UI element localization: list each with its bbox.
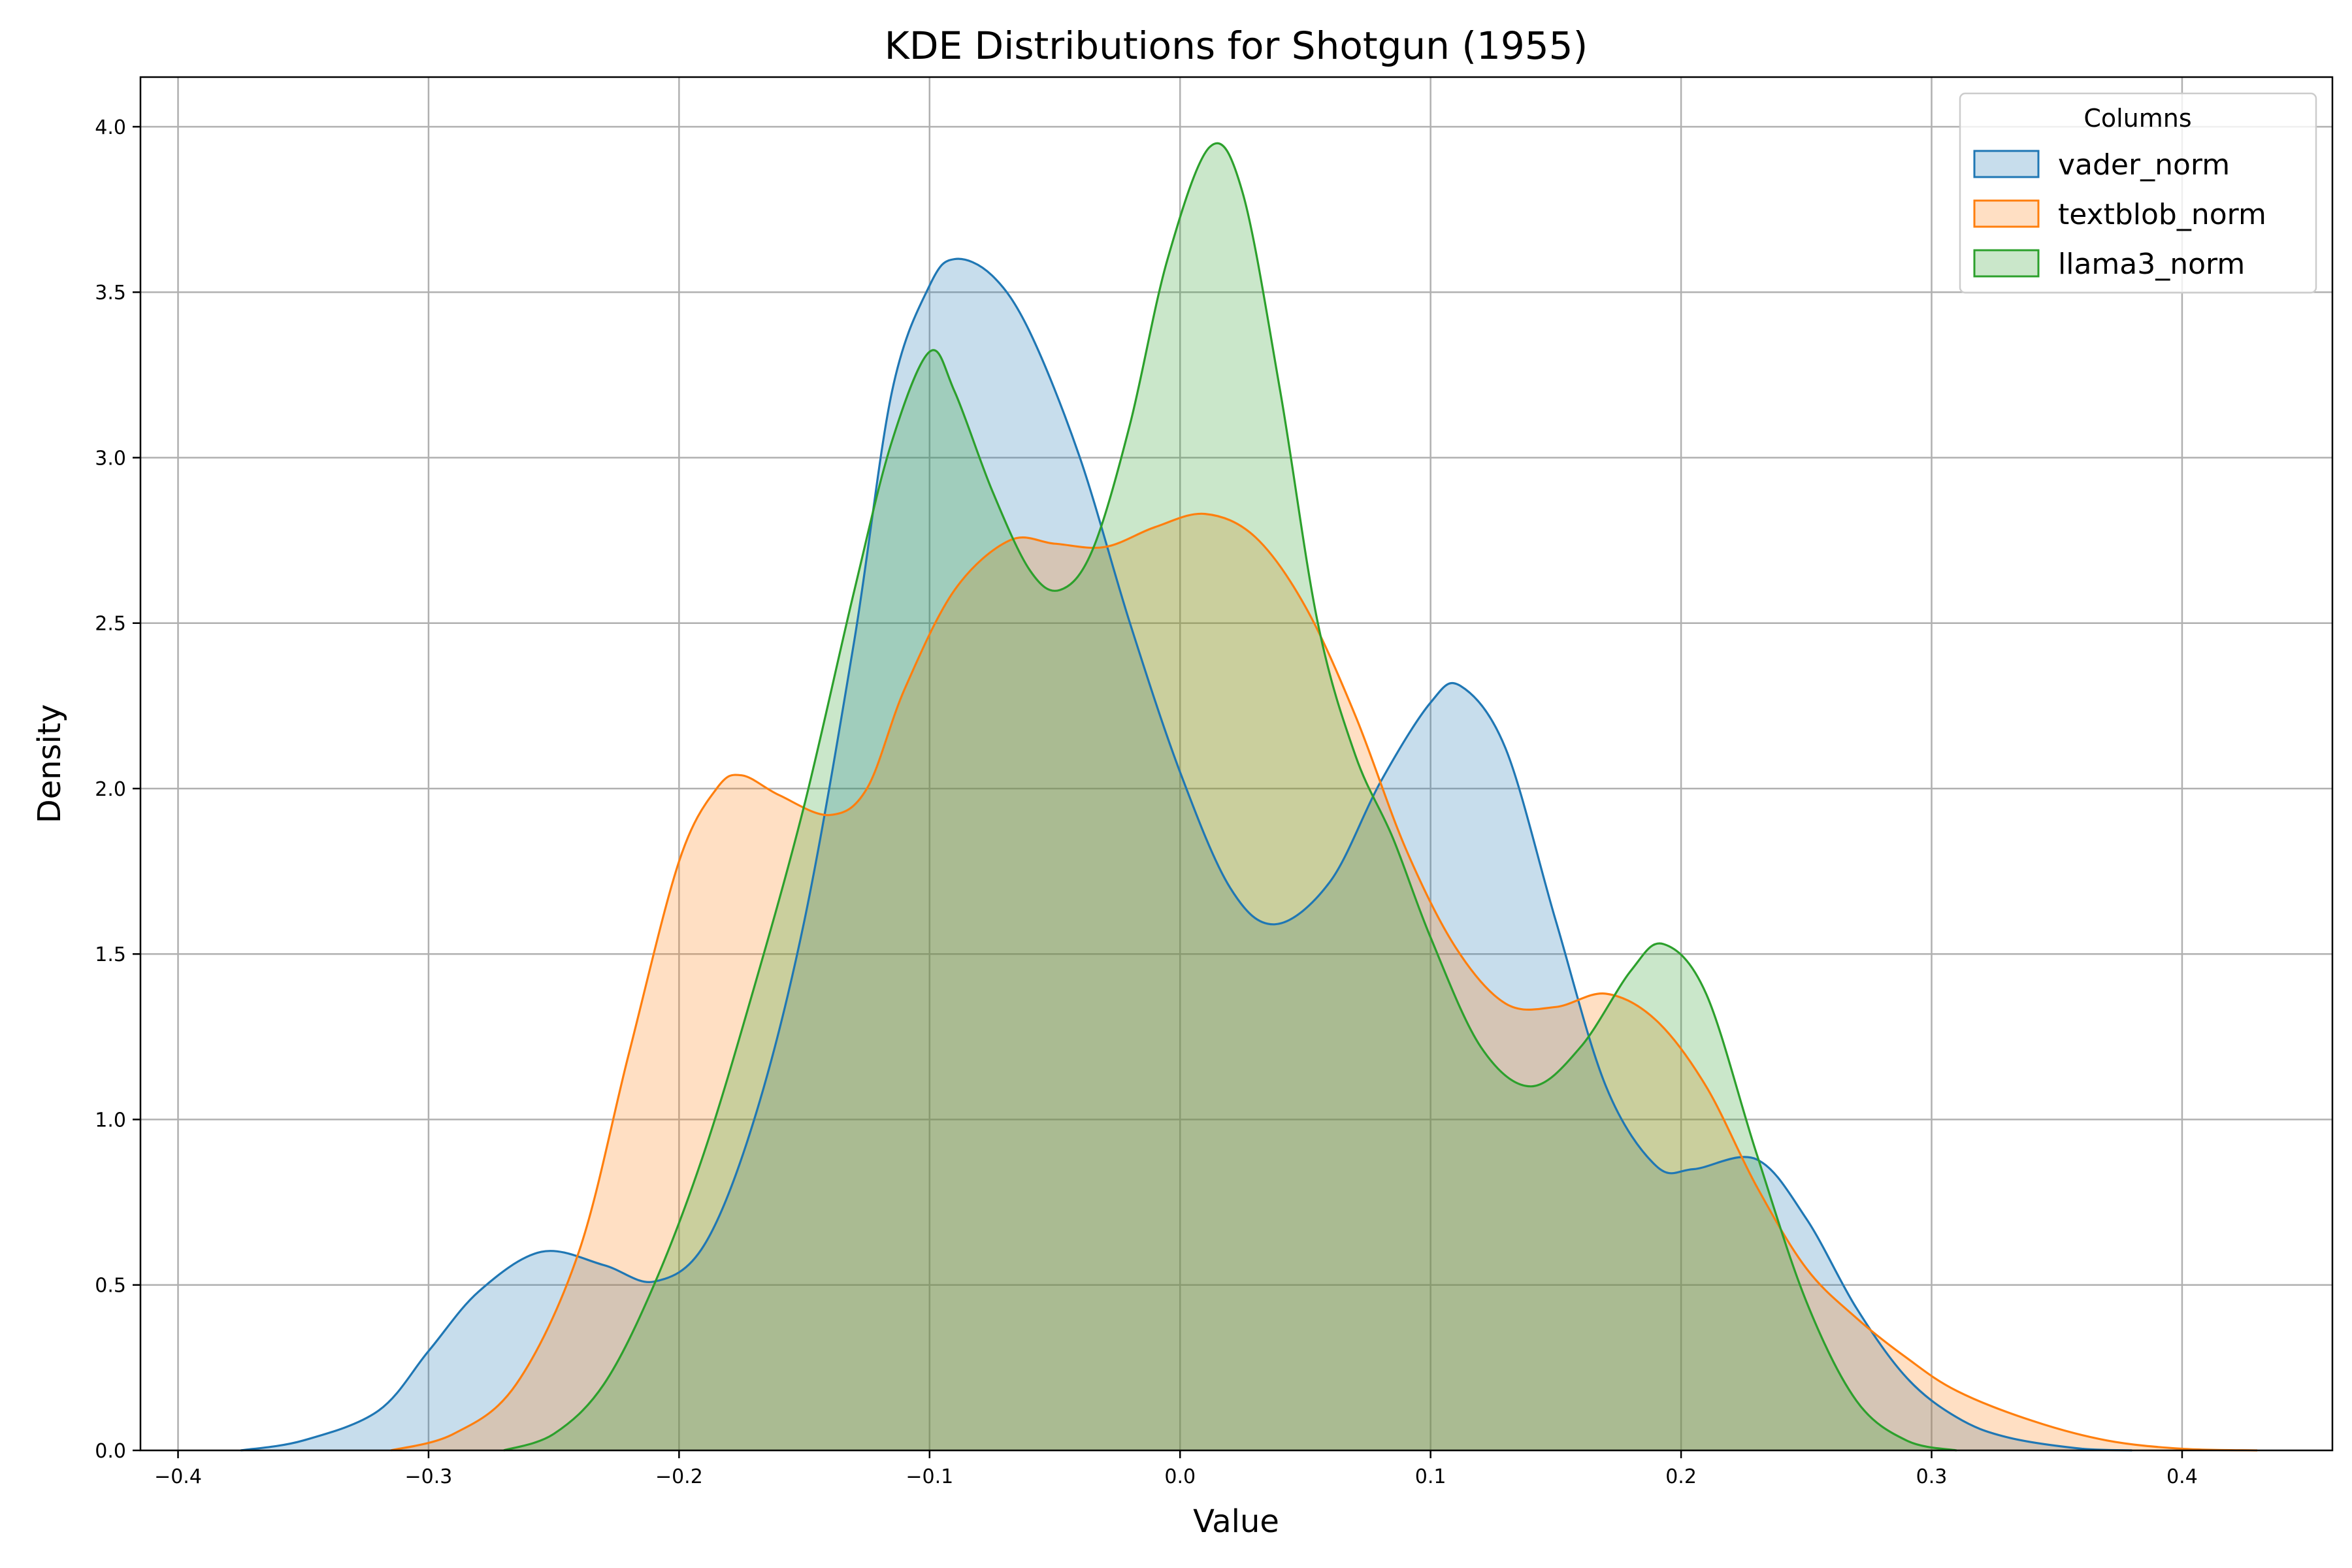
legend-swatch xyxy=(1973,199,2040,228)
legend-entry-textblob_norm: textblob_norm xyxy=(1973,198,2266,231)
x-tick-label: −0.4 xyxy=(154,1465,202,1488)
y-tick-label: 3.0 xyxy=(95,447,126,470)
x-tick-label: 0.4 xyxy=(2166,1465,2198,1488)
density-line-textblob_norm xyxy=(390,512,2258,1452)
density-area-llama3_norm xyxy=(504,143,1957,1451)
legend-entry-llama3_norm: llama3_norm xyxy=(1973,248,2245,281)
y-tick-label: 0.5 xyxy=(95,1275,126,1298)
legend-entries: vader_norm textblob_norm llama3_norm xyxy=(1973,148,2266,281)
legend-box xyxy=(1959,92,2317,294)
density-area-textblob_norm xyxy=(391,514,2258,1450)
legend: Columns vader_norm textblob_norm llama3_no… xyxy=(1959,92,2317,294)
legend-label: llama3_norm xyxy=(2058,248,2245,281)
density-area-vader_norm xyxy=(240,259,2132,1450)
legend-label: vader_norm xyxy=(2058,148,2230,182)
y-tick-label: 2.0 xyxy=(95,778,126,801)
legend-label: textblob_norm xyxy=(2058,198,2266,231)
y-tick-label: 1.0 xyxy=(95,1109,126,1132)
y-tick-label: 0.0 xyxy=(95,1440,126,1463)
plot-frame xyxy=(139,76,2334,1452)
y-tick-label: 3.5 xyxy=(95,282,126,304)
chart-title: KDE Distributions for Shotgun (1955) xyxy=(885,24,1588,68)
x-tick-label: −0.2 xyxy=(655,1465,703,1488)
y-tick-label: 2.5 xyxy=(95,613,126,636)
density-lines xyxy=(240,142,2258,1452)
x-tick-label: −0.1 xyxy=(906,1465,953,1488)
y-tick-label: 4.0 xyxy=(95,116,126,139)
legend-swatch xyxy=(1973,249,2040,278)
x-tick-label: 0.3 xyxy=(1916,1465,1948,1488)
legend-title: Columns xyxy=(2083,104,2191,133)
x-tick-label: 0.2 xyxy=(1665,1465,1697,1488)
legend-entry-vader_norm: vader_norm xyxy=(1973,148,2230,182)
x-tick-label: −0.3 xyxy=(405,1465,453,1488)
legend-swatch xyxy=(1973,150,2040,178)
density-line-llama3_norm xyxy=(503,142,1957,1452)
x-tick-label: 0.0 xyxy=(1164,1465,1196,1488)
y-axis-ticks: 0.0 0.5 1.0 1.5 2.0 2.5 3.0 3.5 4.0 xyxy=(95,116,140,1463)
x-axis-ticks: −0.4 −0.3 −0.2 −0.1 0.0 0.1 0.2 0.3 0.4 xyxy=(154,1450,2198,1488)
density-fills xyxy=(240,143,2258,1451)
x-axis-label: Value xyxy=(1193,1503,1279,1540)
y-axis-label: Density xyxy=(31,704,68,823)
y-tick-label: 1.5 xyxy=(95,943,126,966)
x-tick-label: 0.1 xyxy=(1415,1465,1446,1488)
